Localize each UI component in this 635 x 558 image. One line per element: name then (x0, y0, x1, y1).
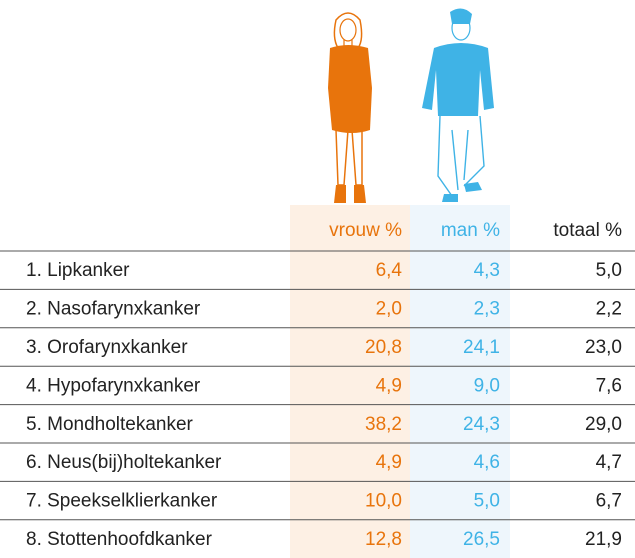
row-label: 4. Hypofarynxkanker (26, 375, 201, 396)
cell-value: 38,2 (365, 414, 402, 435)
cell-value: 4,9 (376, 375, 402, 396)
man-figure (422, 8, 494, 202)
cell-value: 20,8 (365, 337, 402, 358)
cell-value: 12,8 (365, 529, 402, 550)
cell-value: 24,1 (463, 337, 500, 358)
cell-value: 4,6 (474, 452, 500, 473)
row-label: 3. Orofarynxkanker (26, 337, 188, 358)
cell-value: 7,6 (596, 375, 622, 396)
man-column-bg (410, 205, 510, 558)
column-header: man % (441, 220, 500, 241)
cell-value: 21,9 (585, 529, 622, 550)
cell-value: 2,0 (376, 299, 402, 320)
woman-figure (328, 12, 372, 203)
cell-value: 4,7 (596, 452, 622, 473)
cell-value: 6,7 (596, 491, 622, 512)
cell-value: 6,4 (376, 260, 403, 281)
row-label: 2. Nasofarynxkanker (26, 299, 201, 320)
cell-value: 23,0 (585, 337, 622, 358)
cell-value: 26,5 (463, 529, 500, 550)
cell-value: 5,0 (474, 491, 500, 512)
cell-value: 10,0 (365, 491, 402, 512)
row-label: 7. Speekselklierkanker (26, 491, 218, 512)
row-label: 6. Neus(bij)holtekanker (26, 452, 222, 473)
cell-value: 24,3 (463, 414, 500, 435)
column-header: vrouw % (329, 220, 402, 241)
cell-value: 29,0 (585, 414, 622, 435)
cell-value: 2,3 (474, 299, 500, 320)
row-label: 5. Mondholtekanker (26, 414, 194, 435)
cell-value: 4,9 (376, 452, 402, 473)
row-label: 8. Stottenhoofdkanker (26, 529, 213, 550)
cell-value: 4,3 (474, 260, 500, 281)
row-label: 1. Lipkanker (26, 260, 130, 281)
column-header: totaal % (553, 220, 622, 241)
cell-value: 9,0 (474, 375, 500, 396)
cell-value: 2,2 (596, 299, 622, 320)
cell-value: 5,0 (596, 260, 622, 281)
woman-column-bg (290, 205, 410, 558)
